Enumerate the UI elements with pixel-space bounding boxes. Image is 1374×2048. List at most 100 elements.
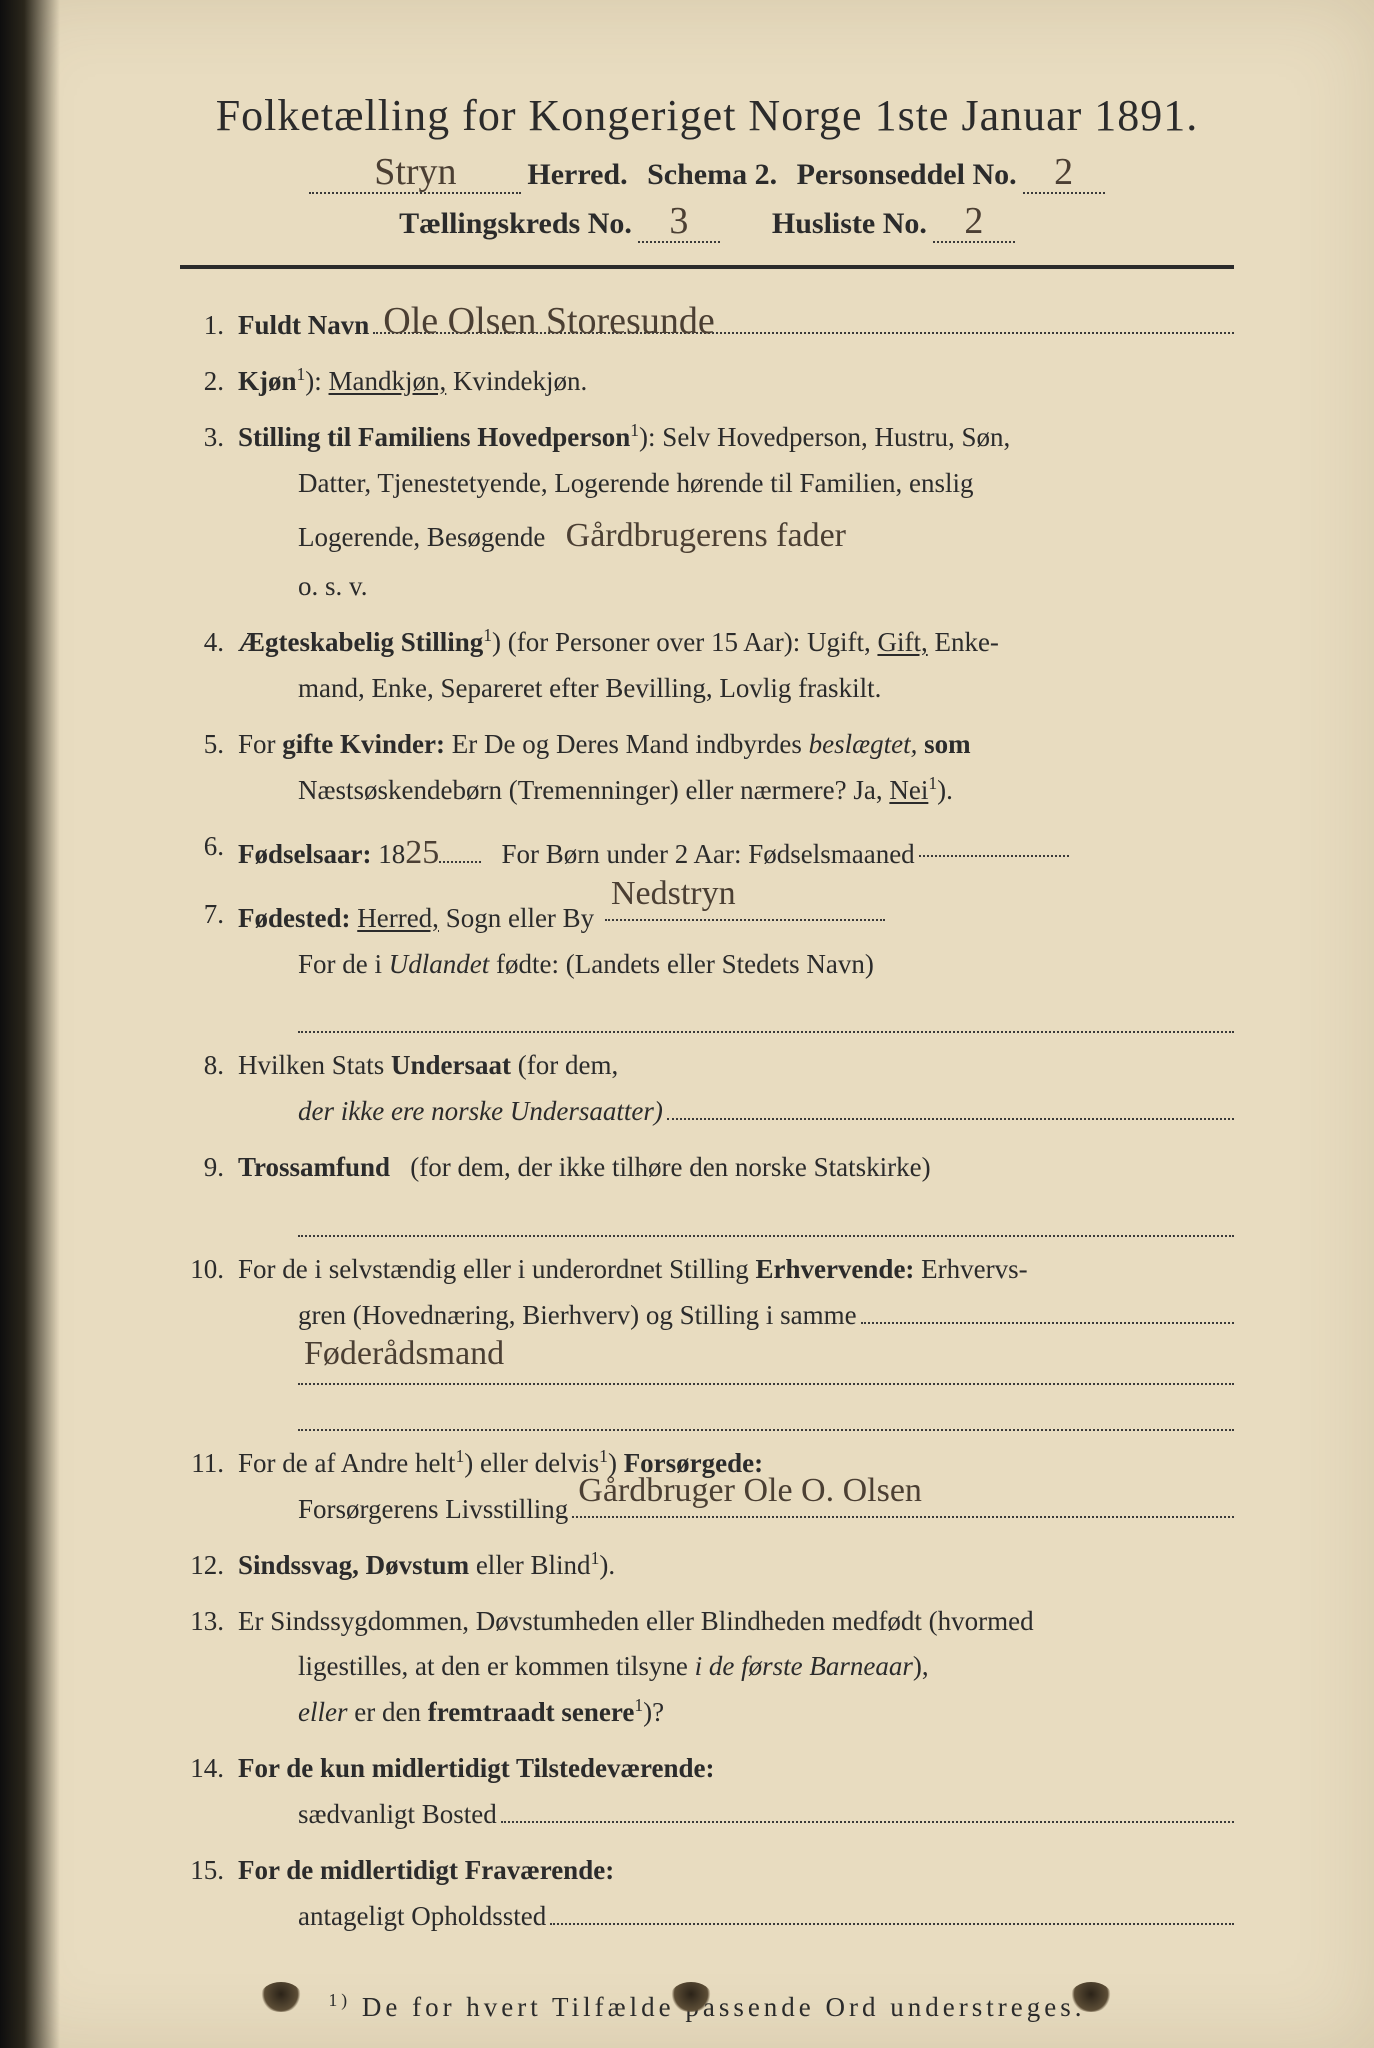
herred-label: Herred. [527,158,627,192]
f5-text1: Er De og Deres Mand indbyrdes [452,729,809,759]
punch-hole [670,1982,712,2012]
f1-slot: Ole Olsen Storesunde [373,305,1234,334]
f8-p1: (for dem, [518,1050,618,1080]
field-8: Hvilken Stats Undersaat (for dem, der ik… [180,1043,1234,1135]
page-title: Folketælling for Kongeriget Norge 1ste J… [180,90,1234,141]
field-2: Kjøn1): Mandkjøn, Kvindekjøn. [180,359,1234,405]
f15-label: For de midlertidigt Fraværende: [238,1855,614,1885]
f7-value: Nedstryn [611,865,736,923]
f14-slot [501,1794,1234,1823]
f6-label: Fødselsaar: [238,839,371,869]
kreds-value: 3 [669,200,688,242]
f15-sub: antageligt Opholdssted [298,1894,546,1940]
f10-blank2 [298,1401,1234,1431]
kreds-value-slot: 3 [638,204,720,243]
field-13: Er Sindssygdommen, Døvstumheden eller Bl… [180,1599,1234,1737]
f2-label: Kjøn [238,366,297,396]
f10-l1: For de i selvstændig eller i underordnet… [238,1254,1028,1284]
f13-l3: eller er den fremtraadt senere [298,1697,634,1727]
f2-selected: Mandkjøn, [329,366,447,396]
f9-text: (for dem, der ikke tilhøre den norske St… [410,1152,930,1182]
field-15: For de midlertidigt Fraværende: antageli… [180,1848,1234,1940]
f3-opts-l3: Logerende, Besøgende [298,522,545,552]
herred-row: Stryn Herred. Schema 2. Personseddel No.… [180,155,1234,194]
f8-l2: der ikke ere norske Undersaatter) [298,1089,1234,1135]
binding-shadow [0,0,60,2048]
f3-opts-l2: Datter, Tjenestetyende, Logerende hørend… [298,468,973,498]
f7-blank [298,1003,1234,1033]
footnote-text: De for hvert Tilfælde passende Ord under… [362,1992,1086,2022]
f15-slot [550,1896,1234,1925]
f14-subrow: sædvanligt Bosted [298,1792,1234,1838]
personseddel-value: 2 [1054,151,1073,193]
field-7: Fødested: Herred, Sogn eller By Nedstryn… [180,892,1234,1034]
f9-blank [298,1207,1234,1237]
f14-label: For de kun midlertidigt Tilstedeværende: [238,1753,715,1783]
field-list: Fuldt Navn Ole Olsen Storesunde Kjøn1): … [180,303,1234,1940]
census-form-page: Folketælling for Kongeriget Norge 1ste J… [0,0,1374,2048]
field-11: For de af Andre helt1) eller delvis1) Fo… [180,1441,1234,1533]
f11-slot: Gårdbruger Ole O. Olsen [572,1489,1234,1518]
footnote-marker: 1) [328,1990,351,2010]
personseddel-label: Personseddel No. [797,158,1017,192]
f11-l2-label: Forsørgerens Livsstilling [298,1487,568,1533]
f13-l1: Er Sindssygdommen, Døvstumheden eller Bl… [238,1606,1034,1636]
personseddel-value-slot: 2 [1023,155,1105,194]
f7-label: Fødested: [238,903,350,933]
f11-value: Gårdbruger Ole O. Olsen [578,1462,922,1520]
f3-opts-l1: Selv Hovedperson, Hustru, Søn, [662,422,1010,452]
f13-l2: ligestilles, at den er kommen tilsyne i … [298,1651,929,1681]
f4-l2: mand, Enke, Separeret efter Bevilling, L… [298,673,881,703]
f6-year: 25 [405,834,439,871]
f8-slot [667,1091,1234,1120]
f7-abroad: For de i Udlandet fødte: (Landets eller … [298,949,874,979]
field-10: For de i selvstændig eller i underordnet… [180,1247,1234,1431]
f12-label: Sindssvag, Døvstum [238,1550,469,1580]
f8-lead: Hvilken Stats [238,1050,391,1080]
header-block: Folketælling for Kongeriget Norge 1ste J… [180,90,1234,243]
f10-value-line: Føderådsmand [298,1355,1234,1385]
f6-year-prefix: 18 [378,839,405,869]
kreds-label: Tællingskreds No. [399,207,632,241]
f5-text2: Næstsøskendebørn (Tremenninger) eller næ… [298,775,928,805]
f4-selected: Gift, [877,627,927,657]
f7-selected: Herred, [357,903,439,933]
punch-hole [1070,1982,1112,2012]
husliste-value-slot: 2 [933,204,1015,243]
f2-rest: Kvindekjøn. [453,366,587,396]
f8-p2: der ikke ere norske Undersaatter) [298,1089,663,1135]
schema-label: Schema 2. [647,158,777,192]
punch-hole [260,1982,302,2012]
f3-osv: o. s. v. [298,571,368,601]
f11-l2row: Forsørgerens Livsstilling Gårdbruger Ole… [298,1487,1234,1533]
f10-value: Føderådsmand [304,1325,504,1383]
f4-label: Ægteskabelig Stilling [238,627,483,657]
husliste-value: 2 [964,200,983,242]
f3-label: Stilling til Familiens Hovedperson [238,422,630,452]
f5-lead: For [238,729,282,759]
field-5: For gifte Kvinder: Er De og Deres Mand i… [180,722,1234,814]
field-4: Ægteskabelig Stilling1) (for Personer ov… [180,620,1234,712]
field-14: For de kun midlertidigt Tilstedeværende:… [180,1746,1234,1838]
f4-paren: (for Personer over 15 Aar): [508,627,800,657]
f3-handwritten: Gårdbrugerens fader [566,517,846,554]
f11-l1a: For de af Andre helt [238,1448,455,1478]
f1-label: Fuldt Navn [238,303,369,349]
f14-sub: sædvanligt Bosted [298,1792,497,1838]
f6-month-slot [919,828,1069,857]
f10-slot1 [861,1295,1234,1324]
herred-value: Stryn [374,151,456,193]
field-3: Stilling til Familiens Hovedperson1): Se… [180,415,1234,610]
herred-value-slot: Stryn [309,155,521,194]
divider [180,265,1234,269]
kreds-row: Tællingskreds No. 3 Husliste No. 2 [180,204,1234,243]
f12-rest: eller Blind [476,1550,591,1580]
field-9: Trossamfund (for dem, der ikke tilhøre d… [180,1145,1234,1237]
f15-subrow: antageligt Opholdssted [298,1894,1234,1940]
f6-year-dots [439,861,481,863]
f1-value: Ole Olsen Storesunde [383,304,714,338]
f9-label: Trossamfund [238,1152,390,1182]
f7-slot: Nedstryn [605,892,885,921]
field-1: Fuldt Navn Ole Olsen Storesunde [180,303,1234,349]
field-12: Sindssvag, Døvstum eller Blind1). [180,1543,1234,1589]
